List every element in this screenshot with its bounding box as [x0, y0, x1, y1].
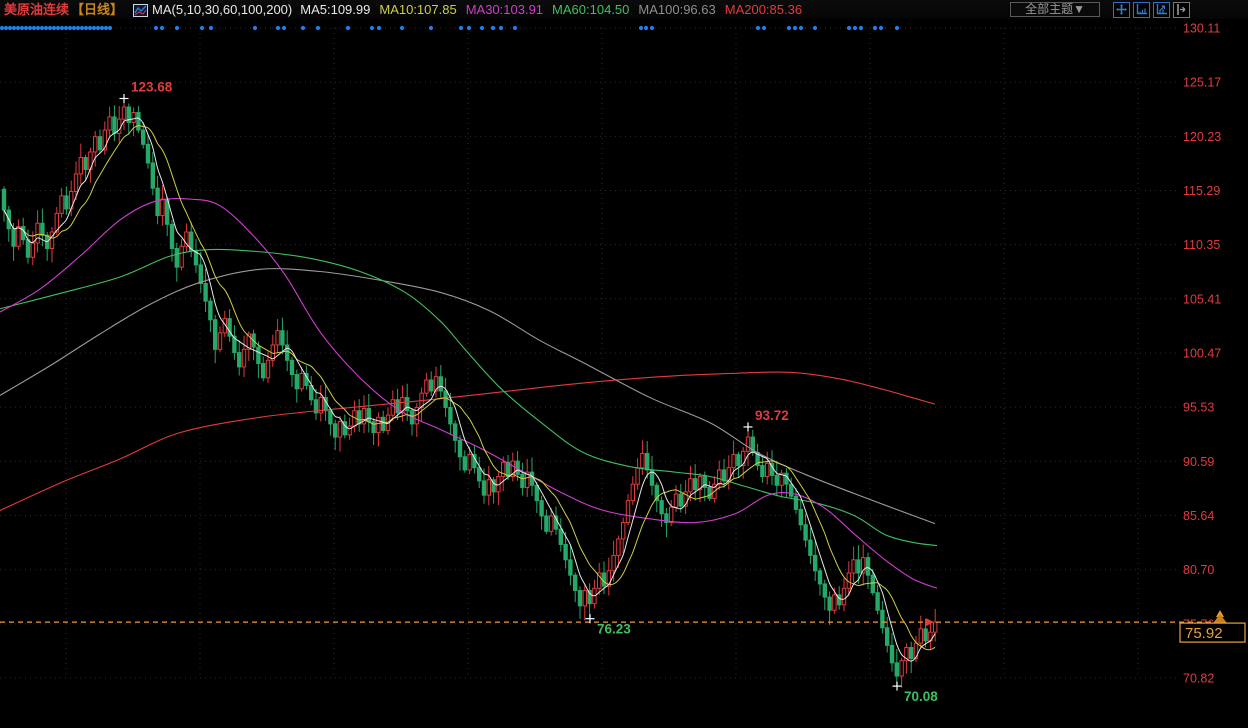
pan-tool-button[interactable]: [1113, 1, 1130, 18]
price-annotation: 70.08: [904, 689, 938, 704]
ma60-value: MA60:104.50: [552, 2, 630, 17]
y-axis-scale-icon: [1136, 4, 1147, 15]
y-axis-scale-button[interactable]: [1133, 1, 1150, 18]
candles-layer: [1, 98, 938, 688]
price-axis[interactable]: 130.11 125.17 120.23 115.29 110.35 105.41 100.…: [1183, 22, 1221, 686]
price-tick-label: 110.35: [1183, 238, 1220, 252]
shift-right-button[interactable]: [1173, 1, 1190, 18]
price-tick-label: 125.17: [1183, 76, 1221, 90]
price-tick-label: 80.70: [1183, 563, 1214, 577]
symbol-title: 美原油连续: [4, 2, 70, 17]
ma-line-ma100: [0, 268, 936, 525]
theme-selector-button[interactable]: 全部主题▼: [1010, 2, 1100, 17]
event-dots-layer: [0, 25, 900, 31]
ma10-value: MA10:107.85: [379, 2, 457, 17]
price-annotation: 76.23: [597, 622, 631, 637]
price-line-end-marker-icon: [1216, 610, 1224, 618]
ma5-value: MA5:109.99: [300, 2, 371, 17]
ma-line-ma60: [0, 248, 938, 547]
price-tick-label: 95.53: [1183, 401, 1214, 415]
grid-layer: [0, 27, 1176, 679]
x-axis-scale-button[interactable]: [1153, 1, 1170, 18]
shift-right-icon: [1177, 4, 1186, 15]
app-header: 美原油连续 【日线】 MA(5,10,30,60,100,200) MA5:10…: [0, 0, 1248, 19]
ma-lines-layer: [0, 117, 938, 662]
x-axis-scale-icon: [1156, 4, 1167, 15]
price-tick-label: 85.64: [1183, 509, 1214, 523]
header-controls: 全部主题▼: [1010, 1, 1190, 18]
ma-line-ma200: [0, 371, 936, 511]
ma-line-ma30: [0, 198, 938, 589]
pan-crosshair-icon: [1116, 4, 1127, 15]
ma100-value: MA100:96.63: [638, 2, 716, 17]
ma200-value: MA200:85.36: [724, 2, 803, 17]
price-annotation: 123.68: [131, 79, 173, 94]
price-tick-label: 130.11: [1183, 22, 1220, 36]
period-label: 【日线】: [71, 2, 124, 17]
price-tick-label: 100.47: [1183, 346, 1221, 360]
last-price-tag: 75.92: [1179, 622, 1246, 643]
price-annotation: 93.72: [755, 408, 789, 423]
chart-type-icon[interactable]: [133, 3, 149, 17]
ma-line-ma5: [3, 117, 936, 662]
ma-params-label: MA(5,10,30,60,100,200): [152, 2, 293, 17]
ma-line-ma10: [3, 125, 936, 651]
last-price-layer: [0, 610, 1227, 627]
price-tick-label: 115.29: [1183, 184, 1220, 198]
price-tick-label: 120.23: [1183, 130, 1221, 144]
price-tick-label: 105.41: [1183, 292, 1221, 306]
price-tick-label: 90.59: [1183, 455, 1214, 469]
last-price-value: 75.92: [1185, 625, 1223, 642]
last-close-arrow-icon: [926, 618, 934, 627]
annotations-layer: 123.68 93.72 76.23 70.08: [119, 79, 938, 704]
price-tick-label: 70.82: [1183, 672, 1214, 686]
ma30-value: MA30:103.91: [465, 2, 544, 17]
price-line-end-marker-icon: [1213, 614, 1227, 624]
